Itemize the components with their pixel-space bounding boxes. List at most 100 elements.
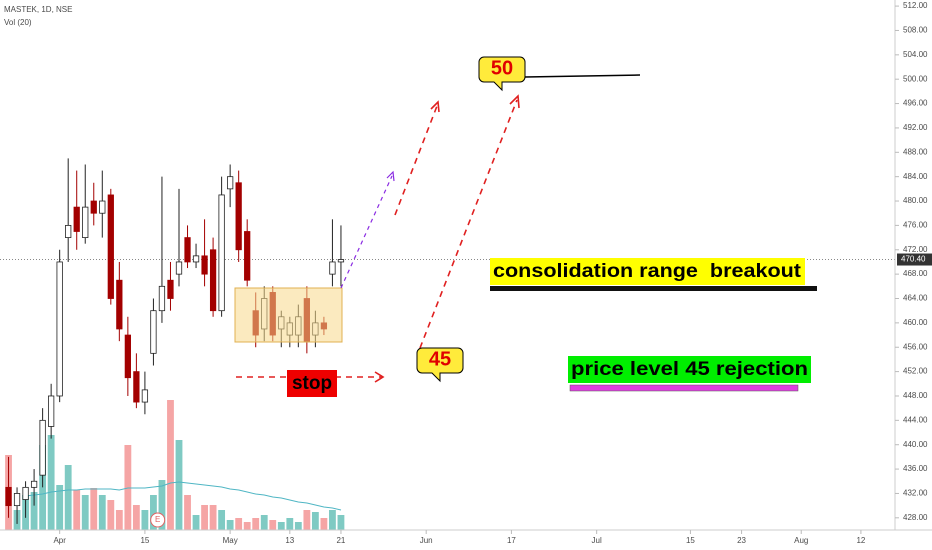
volume-bar bbox=[73, 490, 81, 530]
candle-body bbox=[227, 176, 234, 190]
bubble-45 bbox=[416, 347, 464, 383]
candle-body bbox=[337, 259, 345, 263]
volume-bar bbox=[269, 520, 277, 530]
x-tick-label: Jun bbox=[420, 536, 433, 545]
volume-bar bbox=[311, 512, 319, 530]
volume-bar bbox=[90, 488, 98, 530]
candle-body bbox=[167, 279, 174, 299]
y-tick-label: 444.00 bbox=[903, 415, 928, 424]
bubble-50 bbox=[478, 56, 526, 92]
volume-bar bbox=[192, 515, 200, 530]
candle-body bbox=[158, 285, 166, 312]
volume-bar bbox=[56, 485, 64, 530]
candle-body bbox=[73, 206, 80, 232]
volume-bar bbox=[235, 518, 243, 530]
x-tick-label: 23 bbox=[737, 536, 746, 545]
x-tick-label: 17 bbox=[507, 536, 516, 545]
y-tick-label: 504.00 bbox=[903, 50, 928, 59]
volume-bar bbox=[218, 510, 226, 530]
volume-bar bbox=[81, 495, 89, 530]
y-tick-label: 500.00 bbox=[903, 74, 928, 83]
y-tick-label: 428.00 bbox=[903, 513, 928, 522]
arrows bbox=[236, 94, 520, 383]
y-tick-label: 480.00 bbox=[903, 196, 928, 205]
volume-label: Vol (20) bbox=[4, 18, 32, 27]
volume-bar bbox=[226, 520, 234, 530]
arrow-head bbox=[386, 170, 395, 182]
candle-body bbox=[235, 182, 242, 251]
candle-body bbox=[201, 255, 208, 275]
volume-bar bbox=[286, 518, 294, 530]
volume-bar bbox=[141, 510, 149, 530]
candle-body bbox=[150, 310, 157, 354]
candle-body bbox=[244, 231, 251, 281]
candle-body bbox=[329, 261, 336, 275]
y-tick-label: 440.00 bbox=[903, 440, 928, 449]
x-tick-label: Apr bbox=[53, 536, 66, 545]
candle-body bbox=[133, 371, 140, 403]
volume-ma-line bbox=[25, 481, 342, 511]
candle-body bbox=[30, 480, 38, 488]
arrow-head bbox=[374, 371, 385, 383]
volume-bar bbox=[337, 515, 345, 530]
volume-bar bbox=[184, 495, 191, 530]
candle-body bbox=[184, 237, 191, 263]
annotation: 45 bbox=[429, 348, 451, 370]
last-price-tag bbox=[897, 253, 932, 266]
y-tick-label: 432.00 bbox=[903, 489, 928, 498]
volume-bar bbox=[243, 522, 251, 530]
y-tick-label: 508.00 bbox=[903, 26, 928, 35]
rejection-underline bbox=[569, 384, 799, 392]
x-tick-label: Aug bbox=[794, 536, 808, 545]
annotation: price level 45 rejection bbox=[571, 359, 808, 380]
y-tick-label: 512.00 bbox=[903, 1, 928, 10]
volume-bar bbox=[260, 515, 268, 530]
candle-body bbox=[192, 255, 200, 263]
y-tick-label: 460.00 bbox=[903, 318, 928, 327]
y-tick-label: 452.00 bbox=[903, 367, 928, 376]
annotation: consolidation range breakout bbox=[493, 261, 802, 282]
target-line bbox=[524, 74, 641, 78]
y-tick-label: 436.00 bbox=[903, 464, 928, 473]
x-tick-label: 15 bbox=[140, 536, 149, 545]
y-tick-label: 448.00 bbox=[903, 391, 928, 400]
volume-bar bbox=[115, 510, 123, 530]
candle-body bbox=[90, 200, 97, 214]
candle-body bbox=[13, 493, 21, 507]
volume-bar bbox=[303, 510, 311, 530]
x-tick-label: 13 bbox=[285, 536, 294, 545]
last-price-label: 470.40 bbox=[901, 255, 926, 264]
candle-body bbox=[218, 194, 225, 312]
projection-arrow bbox=[394, 105, 438, 216]
volume-bar bbox=[150, 495, 157, 530]
candle-body bbox=[107, 194, 114, 299]
chart-title: MASTEK, 1D, NSE bbox=[4, 5, 72, 14]
target-arrow bbox=[419, 99, 518, 349]
volume-bar bbox=[320, 518, 328, 530]
volume-bar bbox=[252, 518, 260, 530]
x-tick-label: 15 bbox=[686, 536, 695, 545]
arrow-head bbox=[509, 94, 520, 109]
y-tick-label: 492.00 bbox=[903, 123, 928, 132]
annotation: 50 bbox=[491, 57, 513, 79]
volume-bar bbox=[209, 505, 217, 530]
consolidation-box bbox=[234, 287, 343, 343]
rejection-box bbox=[568, 356, 811, 383]
earnings-marker bbox=[150, 512, 166, 528]
volume-bar bbox=[277, 522, 285, 530]
y-tick-label: 472.00 bbox=[903, 245, 928, 254]
annotation: stop bbox=[292, 373, 332, 394]
candle-body bbox=[124, 334, 131, 379]
breakout-box bbox=[490, 258, 805, 285]
volume-bar bbox=[64, 465, 72, 530]
volume-bar bbox=[98, 495, 106, 530]
volume-bar bbox=[294, 522, 302, 530]
volume-bar bbox=[47, 435, 55, 530]
stop-box bbox=[287, 370, 337, 397]
candle-body bbox=[116, 279, 123, 330]
candle-body bbox=[56, 261, 63, 397]
volume-bar bbox=[201, 505, 208, 530]
candle-body bbox=[65, 225, 72, 238]
x-tick-label: 12 bbox=[856, 536, 865, 545]
